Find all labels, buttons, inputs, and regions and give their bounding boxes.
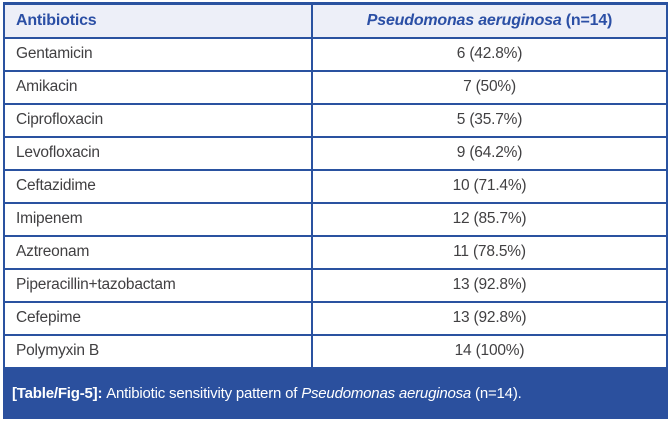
table-row: Piperacillin+tazobactam 13 (92.8%) bbox=[3, 267, 668, 303]
sensitivity-value-cell: 11 (78.5%) bbox=[311, 234, 668, 270]
antibiotic-sensitivity-table: Antibiotics Pseudomonas aeruginosa (n=14… bbox=[3, 2, 668, 369]
table-row: Imipenem 12 (85.7%) bbox=[3, 201, 668, 237]
antibiotic-name-cell: Piperacillin+tazobactam bbox=[3, 267, 313, 303]
header-cell-organism: Pseudomonas aeruginosa (n=14) bbox=[311, 2, 668, 39]
caption-tag: [Table/Fig-5]: bbox=[12, 385, 103, 403]
table-row: Cefepime 13 (92.8%) bbox=[3, 300, 668, 336]
table-caption: [Table/Fig-5]: Antibiotic sensitivity pa… bbox=[3, 368, 668, 419]
table-row: Amikacin 7 (50%) bbox=[3, 69, 668, 105]
caption-species-italic: Pseudomonas aeruginosa bbox=[301, 385, 472, 403]
table-row: Aztreonam 11 (78.5%) bbox=[3, 234, 668, 270]
sensitivity-value-cell: 13 (92.8%) bbox=[311, 267, 668, 303]
antibiotic-name-cell: Polymyxin B bbox=[3, 333, 313, 369]
header-cell-antibiotics: Antibiotics bbox=[3, 2, 313, 39]
table-row: Polymyxin B 14 (100%) bbox=[3, 333, 668, 369]
sensitivity-value-cell: 13 (92.8%) bbox=[311, 300, 668, 336]
header-row: Antibiotics Pseudomonas aeruginosa (n=14… bbox=[3, 2, 668, 39]
sensitivity-value-cell: 10 (71.4%) bbox=[311, 168, 668, 204]
organism-sample-size: (n=14) bbox=[561, 11, 613, 29]
antibiotic-name-cell: Ceftazidime bbox=[3, 168, 313, 204]
table-row: Gentamicin 6 (42.8%) bbox=[3, 36, 668, 72]
sensitivity-value-cell: 7 (50%) bbox=[311, 69, 668, 105]
antibiotic-name-cell: Cefepime bbox=[3, 300, 313, 336]
table-row: Ceftazidime 10 (71.4%) bbox=[3, 168, 668, 204]
antibiotic-name-cell: Amikacin bbox=[3, 69, 313, 105]
caption-text: Antibiotic sensitivity pattern of bbox=[102, 385, 302, 403]
sensitivity-value-cell: 5 (35.7%) bbox=[311, 102, 668, 138]
organism-name-italic: Pseudomonas aeruginosa bbox=[366, 11, 562, 29]
sensitivity-value-cell: 14 (100%) bbox=[311, 333, 668, 369]
caption-suffix: (n=14). bbox=[471, 385, 522, 403]
table-body: Gentamicin 6 (42.8%) Amikacin 7 (50%) Ciprof… bbox=[3, 36, 668, 369]
antibiotic-name-cell: Aztreonam bbox=[3, 234, 313, 270]
antibiotic-name-cell: Levofloxacin bbox=[3, 135, 313, 171]
sensitivity-value-cell: 6 (42.8%) bbox=[311, 36, 668, 72]
sensitivity-value-cell: 9 (64.2%) bbox=[311, 135, 668, 171]
table-row: Levofloxacin 9 (64.2%) bbox=[3, 135, 668, 171]
antibiotic-name-cell: Gentamicin bbox=[3, 36, 313, 72]
antibiotic-name-cell: Imipenem bbox=[3, 201, 313, 237]
table-header: Antibiotics Pseudomonas aeruginosa (n=14… bbox=[3, 2, 668, 39]
table-row: Ciprofloxacin 5 (35.7%) bbox=[3, 102, 668, 138]
sensitivity-value-cell: 12 (85.7%) bbox=[311, 201, 668, 237]
table-figure-5: Antibiotics Pseudomonas aeruginosa (n=14… bbox=[3, 2, 668, 419]
antibiotic-name-cell: Ciprofloxacin bbox=[3, 102, 313, 138]
